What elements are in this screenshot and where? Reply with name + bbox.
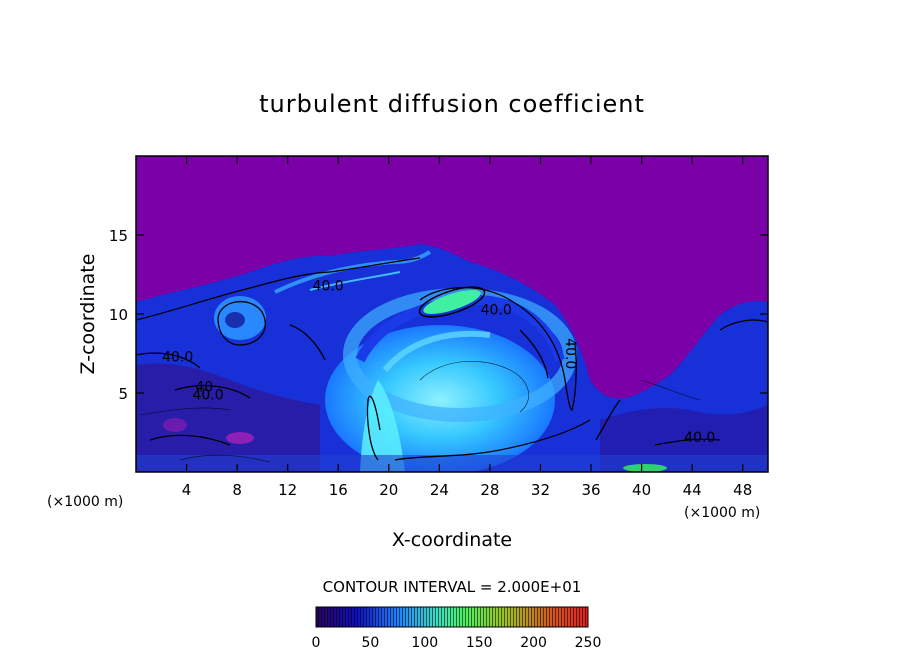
colorbar-tick-label: 50 [361, 635, 379, 651]
x-unit-label-right: (×1000 m) [684, 505, 760, 521]
upper-filament-2 [309, 271, 401, 291]
x-tick-label: 8 [232, 481, 242, 499]
purple-spot-1 [226, 432, 254, 444]
x-tick-label: 44 [683, 481, 702, 499]
colorbar-tick-label: 100 [411, 635, 438, 651]
y-axis-label: Z-coordinate [77, 254, 99, 375]
y-axis: 5 10 15 [109, 227, 768, 403]
vortex-arm-2 [382, 330, 491, 372]
colorbar-tick-label: 0 [312, 635, 321, 651]
turbulent-region-dark [136, 363, 320, 472]
x-tick-label: 48 [733, 481, 752, 499]
x-tick-label: 16 [329, 481, 348, 499]
contour-label: 40.0 [192, 388, 223, 404]
colorbar-tick-label: 250 [575, 635, 602, 651]
contour-label: 40 [195, 380, 213, 396]
contour-interval-text: CONTOUR INTERVAL = 2.000E+01 [323, 578, 582, 596]
y-tick-label: 10 [109, 306, 128, 324]
colorbar-tick-label: 200 [520, 635, 547, 651]
x-tick-label: 20 [379, 481, 398, 499]
y-tick-label: 15 [109, 227, 128, 245]
x-axis-label: X-coordinate [392, 529, 512, 551]
x-tick-label: 40 [632, 481, 651, 499]
x-tick-label: 28 [480, 481, 499, 499]
x-tick-label: 4 [182, 481, 192, 499]
green-bottom-spot [623, 464, 667, 472]
purple-spot-2 [163, 418, 187, 432]
high-value-streak [423, 290, 481, 314]
bottom-band [136, 455, 768, 472]
chart-title: turbulent diffusion coefficient [259, 90, 645, 118]
y-tick-label: 5 [118, 385, 128, 403]
cyan-plume [360, 380, 405, 472]
colorbar-tick-label: 150 [466, 635, 493, 651]
colorbar-frame [315, 606, 589, 628]
x-tick-label: 36 [581, 481, 600, 499]
colorbar-ticks: 0 50 100 150 200 250 [312, 635, 602, 651]
contour-lines-thin [139, 361, 701, 463]
contour-label: 40.0 [684, 430, 715, 446]
contour-label: 40.0 [162, 350, 193, 366]
colorbar-stripes [316, 607, 588, 627]
x-tick-label: 24 [430, 481, 449, 499]
contour-lines [136, 257, 768, 461]
contour-label: 40.0 [562, 338, 578, 369]
contour-label: 40.0 [313, 279, 344, 295]
left-eddy-inner [225, 312, 245, 328]
x-tick-label: 32 [531, 481, 550, 499]
contour-label: 40.0 [481, 302, 512, 318]
x-tick-label: 12 [278, 481, 297, 499]
x-unit-label-left: (×1000 m) [47, 494, 123, 510]
colorbar: 0 50 100 150 200 250 [312, 606, 602, 651]
x-axis: 4 8 12 16 20 24 28 32 36 40 44 48 [182, 156, 752, 499]
high-value-streak-outline [418, 286, 486, 318]
